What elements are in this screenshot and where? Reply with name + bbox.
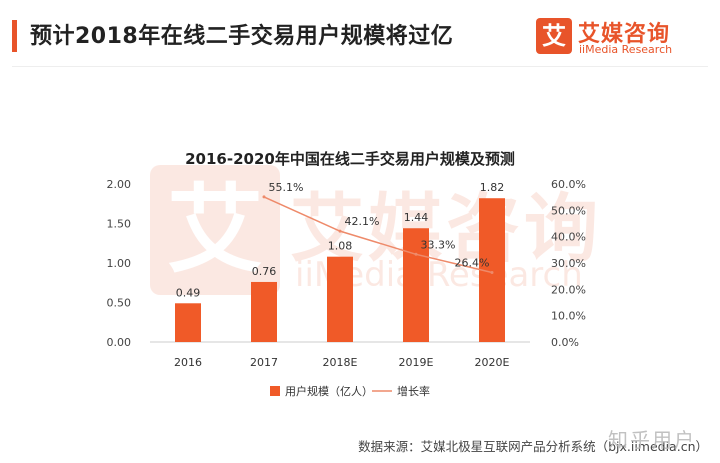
bar-value-label: 0.76 bbox=[252, 265, 277, 278]
bar bbox=[403, 228, 429, 342]
page-header: 预计2018年在线二手交易用户规模将过亿 艾 艾媒咨询 iiMedia Rese… bbox=[0, 0, 720, 70]
growth-rate-point bbox=[262, 195, 266, 199]
x-tick-label: 2019E bbox=[399, 356, 434, 369]
bar-value-label: 0.49 bbox=[176, 286, 201, 299]
x-tick-label: 2016 bbox=[174, 356, 202, 369]
brand-logo: 艾 艾媒咨询 iiMedia Research bbox=[536, 16, 706, 60]
legend-line-label: 增长率 bbox=[397, 384, 430, 398]
y-left-tick-label: 1.50 bbox=[107, 218, 132, 231]
growth-rate-point bbox=[490, 270, 494, 274]
y-right-tick-label: 0.0% bbox=[551, 336, 579, 349]
x-tick-label: 2020E bbox=[475, 356, 510, 369]
growth-rate-point bbox=[414, 252, 418, 256]
y-right-tick-label: 10.0% bbox=[551, 310, 586, 323]
zhihu-watermark: 知乎用户 bbox=[608, 428, 696, 452]
y-left-tick-label: 2.00 bbox=[107, 178, 132, 191]
y-right-tick-label: 50.0% bbox=[551, 204, 586, 217]
y-left-tick-label: 1.00 bbox=[107, 257, 132, 270]
y-right-tick-label: 60.0% bbox=[551, 178, 586, 191]
header-divider bbox=[12, 66, 708, 67]
x-tick-label: 2018E bbox=[323, 356, 358, 369]
legend-bar-label: 用户规模（亿人） bbox=[285, 384, 373, 398]
source-note: 数据来源：艾媒北极星互联网产品分析系统（bjx.iimedia.cn） bbox=[358, 439, 708, 454]
logo-name: 艾媒咨询 bbox=[578, 22, 671, 47]
growth-rate-label: 55.1% bbox=[269, 181, 304, 194]
growth-rate-line bbox=[263, 196, 493, 274]
x-tick-label: 2017 bbox=[250, 356, 278, 369]
y-right-tick-label: 20.0% bbox=[551, 283, 586, 296]
bar-value-label: 1.44 bbox=[404, 211, 429, 224]
legend-bar-swatch bbox=[270, 386, 280, 396]
chart-title: 2016-2020年中国在线二手交易用户规模及预测 bbox=[185, 150, 515, 168]
y-right-tick-label: 40.0% bbox=[551, 231, 586, 244]
logo-subtitle: iiMedia Research bbox=[579, 43, 673, 56]
bar-value-label: 1.08 bbox=[328, 240, 353, 253]
page-title: 预计2018年在线二手交易用户规模将过亿 bbox=[30, 24, 454, 49]
growth-rate-label: 33.3% bbox=[421, 238, 456, 251]
watermark-mark: 艾 bbox=[150, 165, 280, 295]
growth-rate-point bbox=[338, 229, 342, 233]
y-right-tick-label: 30.0% bbox=[551, 257, 586, 270]
bar-value-label: 1.82 bbox=[480, 181, 505, 194]
logo-mark-icon: 艾 bbox=[536, 18, 572, 54]
bar bbox=[175, 303, 201, 342]
growth-rate-label: 42.1% bbox=[345, 215, 380, 228]
bar bbox=[327, 256, 353, 342]
y-left-tick-label: 0.00 bbox=[107, 336, 132, 349]
title-accent-bar bbox=[12, 20, 17, 52]
bar bbox=[251, 281, 277, 342]
y-left-tick-label: 0.50 bbox=[107, 297, 132, 310]
background-watermark: 艾 艾媒咨询 iiMedia Research bbox=[150, 165, 598, 305]
growth-rate-label: 26.4% bbox=[455, 256, 490, 269]
